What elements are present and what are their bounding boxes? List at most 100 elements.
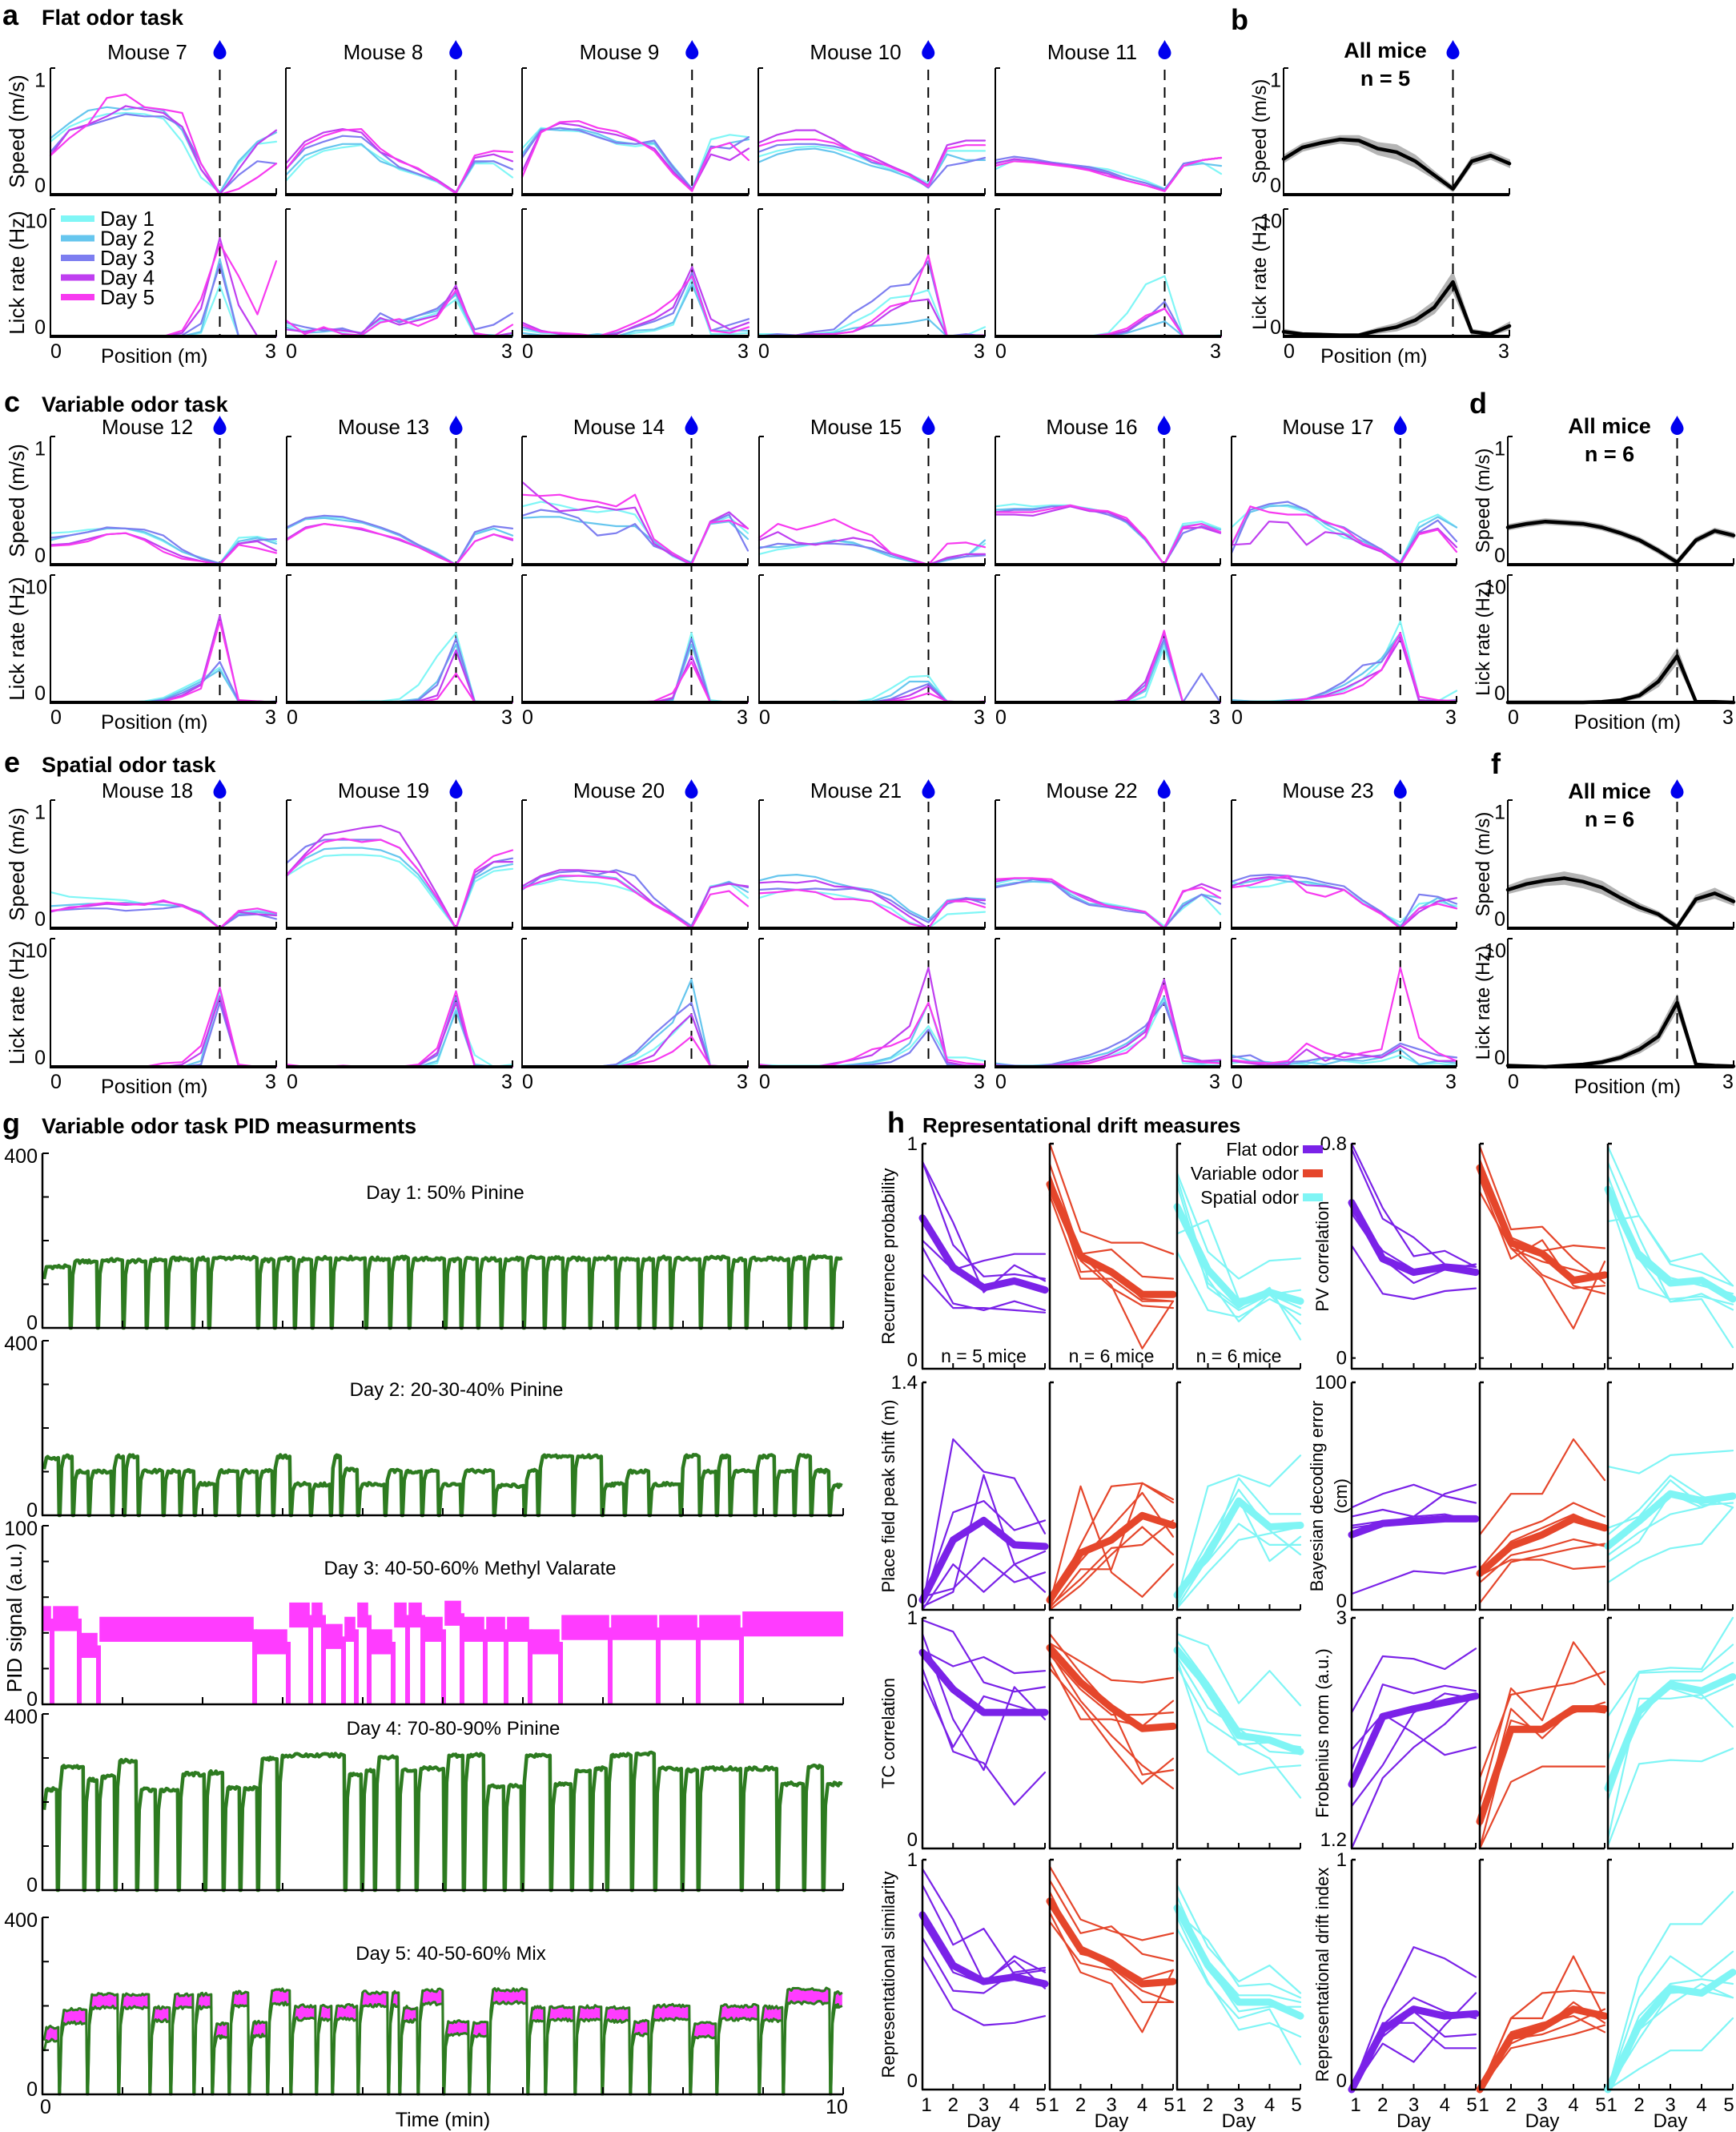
mouse-plot: Mouse 19 0 3 <box>285 778 514 1093</box>
speed-line-day-1 <box>284 144 514 195</box>
x-axis-label: Position (m) <box>1574 711 1681 734</box>
drift-subplot-flat-odor: 0 100 <box>1315 1372 1480 1612</box>
n-mice-label: n = 6 mice <box>1196 1346 1282 1366</box>
drift-subplot-flat-odor: 00.8 <box>1320 1133 1480 1370</box>
x-axis-label: Day <box>1095 2110 1129 2132</box>
y-tick-label: 1.4 <box>891 1372 918 1394</box>
panel-g: g Variable odor task PID measurments4000D… <box>2 1107 848 2131</box>
panel-title: Flat odor task <box>42 6 184 30</box>
individual-mouse-line <box>1606 1450 1734 1474</box>
pid-mix-band <box>492 1989 527 2003</box>
x-tick-label: 3 <box>265 706 276 729</box>
y-tick-label: 0 <box>34 682 46 705</box>
individual-mouse-line <box>921 1921 1047 1985</box>
y-tick-label: 10 <box>1484 940 1506 963</box>
mouse-title: Mouse 22 <box>1046 778 1137 803</box>
drift-subplot-spatial-odor: n = 6 mice <box>1173 1142 1304 1370</box>
pid-mix-band <box>421 1990 443 2004</box>
mouse-title: Mouse 18 <box>102 778 193 803</box>
x-tick-label: 2 <box>948 2094 958 2116</box>
pid-mix-band <box>403 2007 417 2021</box>
lick-line-day-4 <box>49 996 278 1068</box>
drift-measure-2: 00.8PV correlation <box>1312 1133 1736 1370</box>
x-tick-label: 5 <box>1035 2094 1046 2116</box>
y-tick-label: 0 <box>34 545 46 567</box>
pid-trace <box>42 1253 843 1330</box>
individual-mouse-line <box>921 1679 1047 1748</box>
x-tick-label: 3 <box>1209 1071 1220 1093</box>
individual-mouse-line <box>1478 2008 1606 2091</box>
x-axis-label: Position (m) <box>101 711 207 734</box>
legend-label: Day 3 <box>100 246 155 270</box>
x-tick-label: 0 <box>1508 706 1519 729</box>
lick-line-day-4 <box>757 685 987 704</box>
speed-line-day-5 <box>757 888 987 930</box>
individual-mouse-line <box>1048 1194 1175 1302</box>
individual-mouse-line <box>1606 1478 1734 1529</box>
pid-mix-band <box>294 2005 315 2020</box>
speed-line-day-4 <box>1230 521 1458 566</box>
water-drop-icon <box>449 779 463 798</box>
pid-dip <box>696 1627 701 1704</box>
individual-mouse-line <box>1175 1902 1302 2003</box>
pid-dip <box>558 1641 563 1704</box>
pid-trace-plot: 100 0 Day 3: 40-50-60% Methyl Valarate <box>4 1518 844 1711</box>
speed-line-day-5 <box>1230 875 1458 930</box>
water-drop-icon <box>1157 779 1171 798</box>
individual-mouse-line <box>1175 1477 1302 1608</box>
x-tick-label: 3 <box>737 1071 748 1093</box>
y-tick-label: 0 <box>26 1874 38 1897</box>
lick-line-day-2 <box>994 641 1222 704</box>
y-tick-label: 0 <box>26 2078 38 2101</box>
individual-mouse-line <box>1478 1543 1606 1604</box>
pid-mix-band <box>786 1989 830 2003</box>
panel-title: Variable odor task PID measurments <box>42 1114 416 1138</box>
y-tick-label: 100 <box>4 1518 38 1540</box>
lick-line-day-4 <box>994 632 1222 704</box>
water-drop-icon <box>685 40 699 59</box>
legend-swatch <box>1303 1193 1323 1201</box>
water-drop-icon <box>922 40 935 59</box>
y-tick-label: 1 <box>907 1607 918 1629</box>
pid-plateau <box>394 1602 407 1628</box>
y-tick-label: 0 <box>907 1591 918 1612</box>
speed-line-day-3 <box>284 135 514 194</box>
pid-plateau <box>370 1629 392 1655</box>
day-condition-title: Day 5: 40-50-60% Mix <box>356 1943 545 1965</box>
drift-measure-4: 0 100 Bayesian decoding error (cm) <box>1307 1372 1736 1612</box>
legend-swatch <box>61 294 94 300</box>
panel-label: b <box>1231 3 1248 36</box>
lick-line-day-1 <box>285 1008 514 1068</box>
pid-dip <box>77 1618 82 1704</box>
speed-line-day-3 <box>49 113 278 195</box>
x-tick-label: 4 <box>1137 2094 1147 2116</box>
individual-mouse-line <box>1048 1482 1175 1608</box>
individual-mouse-line <box>1606 1616 1734 1718</box>
speed-line-day-5 <box>994 877 1222 930</box>
drift-subplot-variable-odor <box>1046 1616 1177 1850</box>
speed-line-day-3 <box>994 878 1222 930</box>
speed-line-day-5 <box>284 128 514 195</box>
y-tick-label: 0 <box>1270 316 1281 339</box>
group-mean-line <box>1604 1490 1736 1550</box>
x-tick-label: 2 <box>1075 2094 1086 2116</box>
x-tick-label: 3 <box>501 706 512 729</box>
x-tick-label: 0 <box>50 706 62 729</box>
individual-mouse-line <box>1478 1172 1606 1289</box>
group-mean-line <box>1046 1511 1177 1604</box>
water-drop-icon <box>1393 416 1407 435</box>
legend-label: Variable odor <box>1191 1163 1299 1184</box>
individual-mouse-line <box>1478 1765 1606 1850</box>
y-tick-label: 0 <box>907 1350 918 1371</box>
lick-line-day-3 <box>285 996 514 1068</box>
lick-line-day-1 <box>520 632 749 704</box>
individual-mouse-line <box>1175 1928 1302 2066</box>
y-tick-label: 0 <box>34 175 46 197</box>
y-axis-label-speed: Speed (m/s) <box>5 444 29 557</box>
pid-trace <box>42 1453 843 1518</box>
panel-label: f <box>1491 747 1501 780</box>
